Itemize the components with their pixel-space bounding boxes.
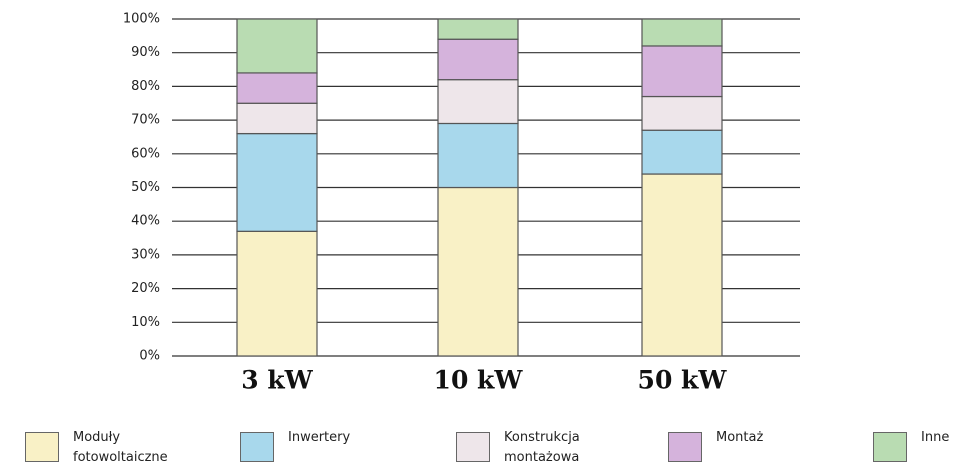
bar-segment [437,38,519,81]
x-tick-label: 3 kW [241,366,313,395]
bar-segment [236,132,318,232]
bar-segment [641,18,723,47]
bar-segment [236,72,318,104]
y-tick-label: 0% [139,349,160,364]
legend-label: Inwertery [288,430,351,445]
legend-swatch [873,432,907,462]
y-tick-label: 10% [131,315,160,330]
y-tick-label: 80% [131,79,160,94]
legend-swatch [25,432,59,462]
bar-segment [437,186,519,357]
bar-segment [437,122,519,189]
y-tick-label: 50% [131,180,160,195]
legend-label: Konstrukcja montażowa [504,430,580,465]
bar-segment [437,79,519,125]
y-tick-label: 100% [123,12,160,27]
bar-segment [641,95,723,131]
bar-segment [641,129,723,175]
x-tick-label: 10 kW [434,366,524,395]
bar-segment [236,102,318,135]
y-tick-label: 90% [131,45,160,60]
bar-segment [236,18,318,74]
legend-label: Moduły fotowoltaiczne [73,430,168,465]
legend-swatch [456,432,490,462]
y-tick-label: 40% [131,214,160,229]
x-tick-label: 50 kW [638,366,728,395]
y-tick-label: 60% [131,146,160,161]
y-tick-label: 70% [131,113,160,128]
legend-swatch [240,432,274,462]
y-tick-label: 20% [131,281,160,296]
bar-segment [641,173,723,357]
y-tick-label: 30% [131,247,160,262]
bar-segment [641,45,723,98]
bar-segment [236,230,318,357]
legend-swatch [668,432,702,462]
bar-segment [437,18,519,40]
legend-label: Inne [921,430,950,445]
legend-label: Montaż [716,430,764,445]
